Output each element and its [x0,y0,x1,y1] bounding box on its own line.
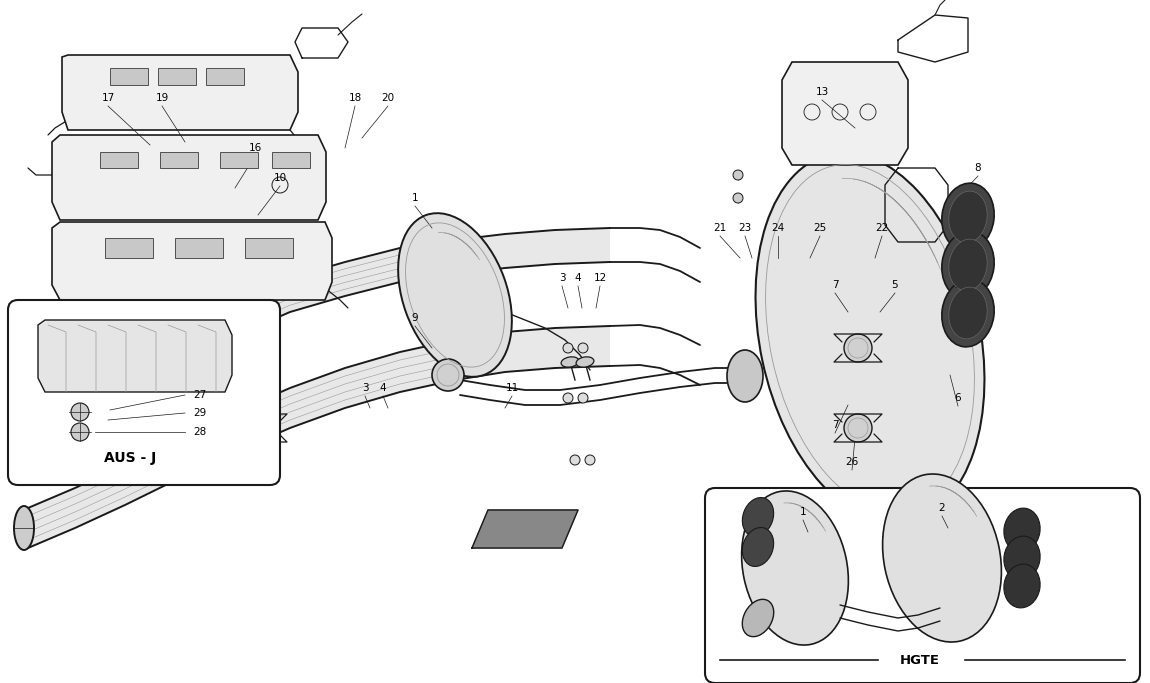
Text: 26: 26 [964,243,976,253]
Ellipse shape [733,170,743,180]
Polygon shape [245,238,293,258]
Ellipse shape [570,455,580,465]
Ellipse shape [742,491,849,645]
Polygon shape [220,152,258,168]
Text: 14: 14 [133,363,147,373]
Polygon shape [52,135,325,220]
Ellipse shape [585,455,595,465]
Text: 17: 17 [101,93,115,103]
Text: 3: 3 [362,383,368,393]
Ellipse shape [146,397,164,407]
Polygon shape [62,55,298,130]
Text: 9: 9 [412,313,419,323]
Ellipse shape [844,334,872,362]
Ellipse shape [844,414,872,442]
Text: 8: 8 [239,383,245,393]
Polygon shape [472,510,578,548]
Text: 15: 15 [136,383,148,393]
Text: 8: 8 [975,163,981,173]
Ellipse shape [942,231,995,299]
Text: 11: 11 [505,383,519,393]
Text: 16: 16 [248,143,262,153]
Text: 2: 2 [938,503,945,513]
Polygon shape [782,62,908,165]
Text: 3: 3 [559,273,566,283]
Ellipse shape [14,506,34,550]
FancyBboxPatch shape [8,300,279,485]
Ellipse shape [743,527,774,566]
Ellipse shape [564,343,573,353]
Ellipse shape [398,213,512,377]
Polygon shape [38,320,232,392]
Polygon shape [158,68,196,85]
Polygon shape [110,68,148,85]
Ellipse shape [576,357,593,367]
Text: 10: 10 [274,173,286,183]
Text: 28: 28 [193,427,207,437]
Ellipse shape [153,395,163,405]
Text: 1: 1 [799,507,806,517]
Polygon shape [28,326,610,548]
Ellipse shape [742,599,774,637]
Text: 23: 23 [738,223,752,233]
Text: 13: 13 [815,87,829,97]
Ellipse shape [1004,508,1040,552]
Ellipse shape [942,279,995,347]
Ellipse shape [882,474,1002,642]
Ellipse shape [733,193,743,203]
Text: 4: 4 [380,383,386,393]
Polygon shape [206,68,244,85]
Polygon shape [52,222,332,300]
Ellipse shape [158,415,167,425]
Polygon shape [105,238,153,258]
Text: 22: 22 [875,223,889,233]
Ellipse shape [949,287,987,339]
Ellipse shape [578,393,588,403]
Ellipse shape [432,359,463,391]
Ellipse shape [578,343,588,353]
Polygon shape [175,238,223,258]
Text: 24: 24 [772,223,784,233]
Ellipse shape [564,393,573,403]
Text: 21: 21 [713,223,727,233]
Ellipse shape [949,239,987,291]
Text: 26: 26 [236,357,248,367]
Ellipse shape [1004,564,1040,608]
Ellipse shape [71,403,89,421]
Text: 7: 7 [831,280,838,290]
Text: AUS - J: AUS - J [104,451,156,465]
Ellipse shape [247,413,277,443]
Text: HGTE: HGTE [900,654,940,667]
Text: 19: 19 [155,93,169,103]
Ellipse shape [71,423,89,441]
Ellipse shape [756,153,984,523]
Text: 2: 2 [954,280,961,290]
Text: 20: 20 [382,93,394,103]
Text: 4: 4 [575,273,581,283]
Text: 6: 6 [954,393,961,403]
Ellipse shape [727,350,762,402]
Text: 5: 5 [891,280,898,290]
Ellipse shape [561,357,578,367]
Ellipse shape [942,183,995,251]
Text: 18: 18 [348,93,361,103]
Text: 7: 7 [831,420,838,430]
Polygon shape [160,152,198,168]
Ellipse shape [14,395,34,435]
Text: 12: 12 [593,273,607,283]
Text: 26: 26 [845,457,859,467]
Text: 25: 25 [813,223,827,233]
Text: 1: 1 [412,193,419,203]
Polygon shape [100,152,138,168]
Ellipse shape [1004,536,1040,580]
Text: 27: 27 [193,390,207,400]
Text: 29: 29 [193,408,207,418]
Ellipse shape [743,497,774,536]
Polygon shape [28,228,610,432]
FancyBboxPatch shape [705,488,1140,683]
Ellipse shape [949,191,987,243]
Polygon shape [273,152,311,168]
